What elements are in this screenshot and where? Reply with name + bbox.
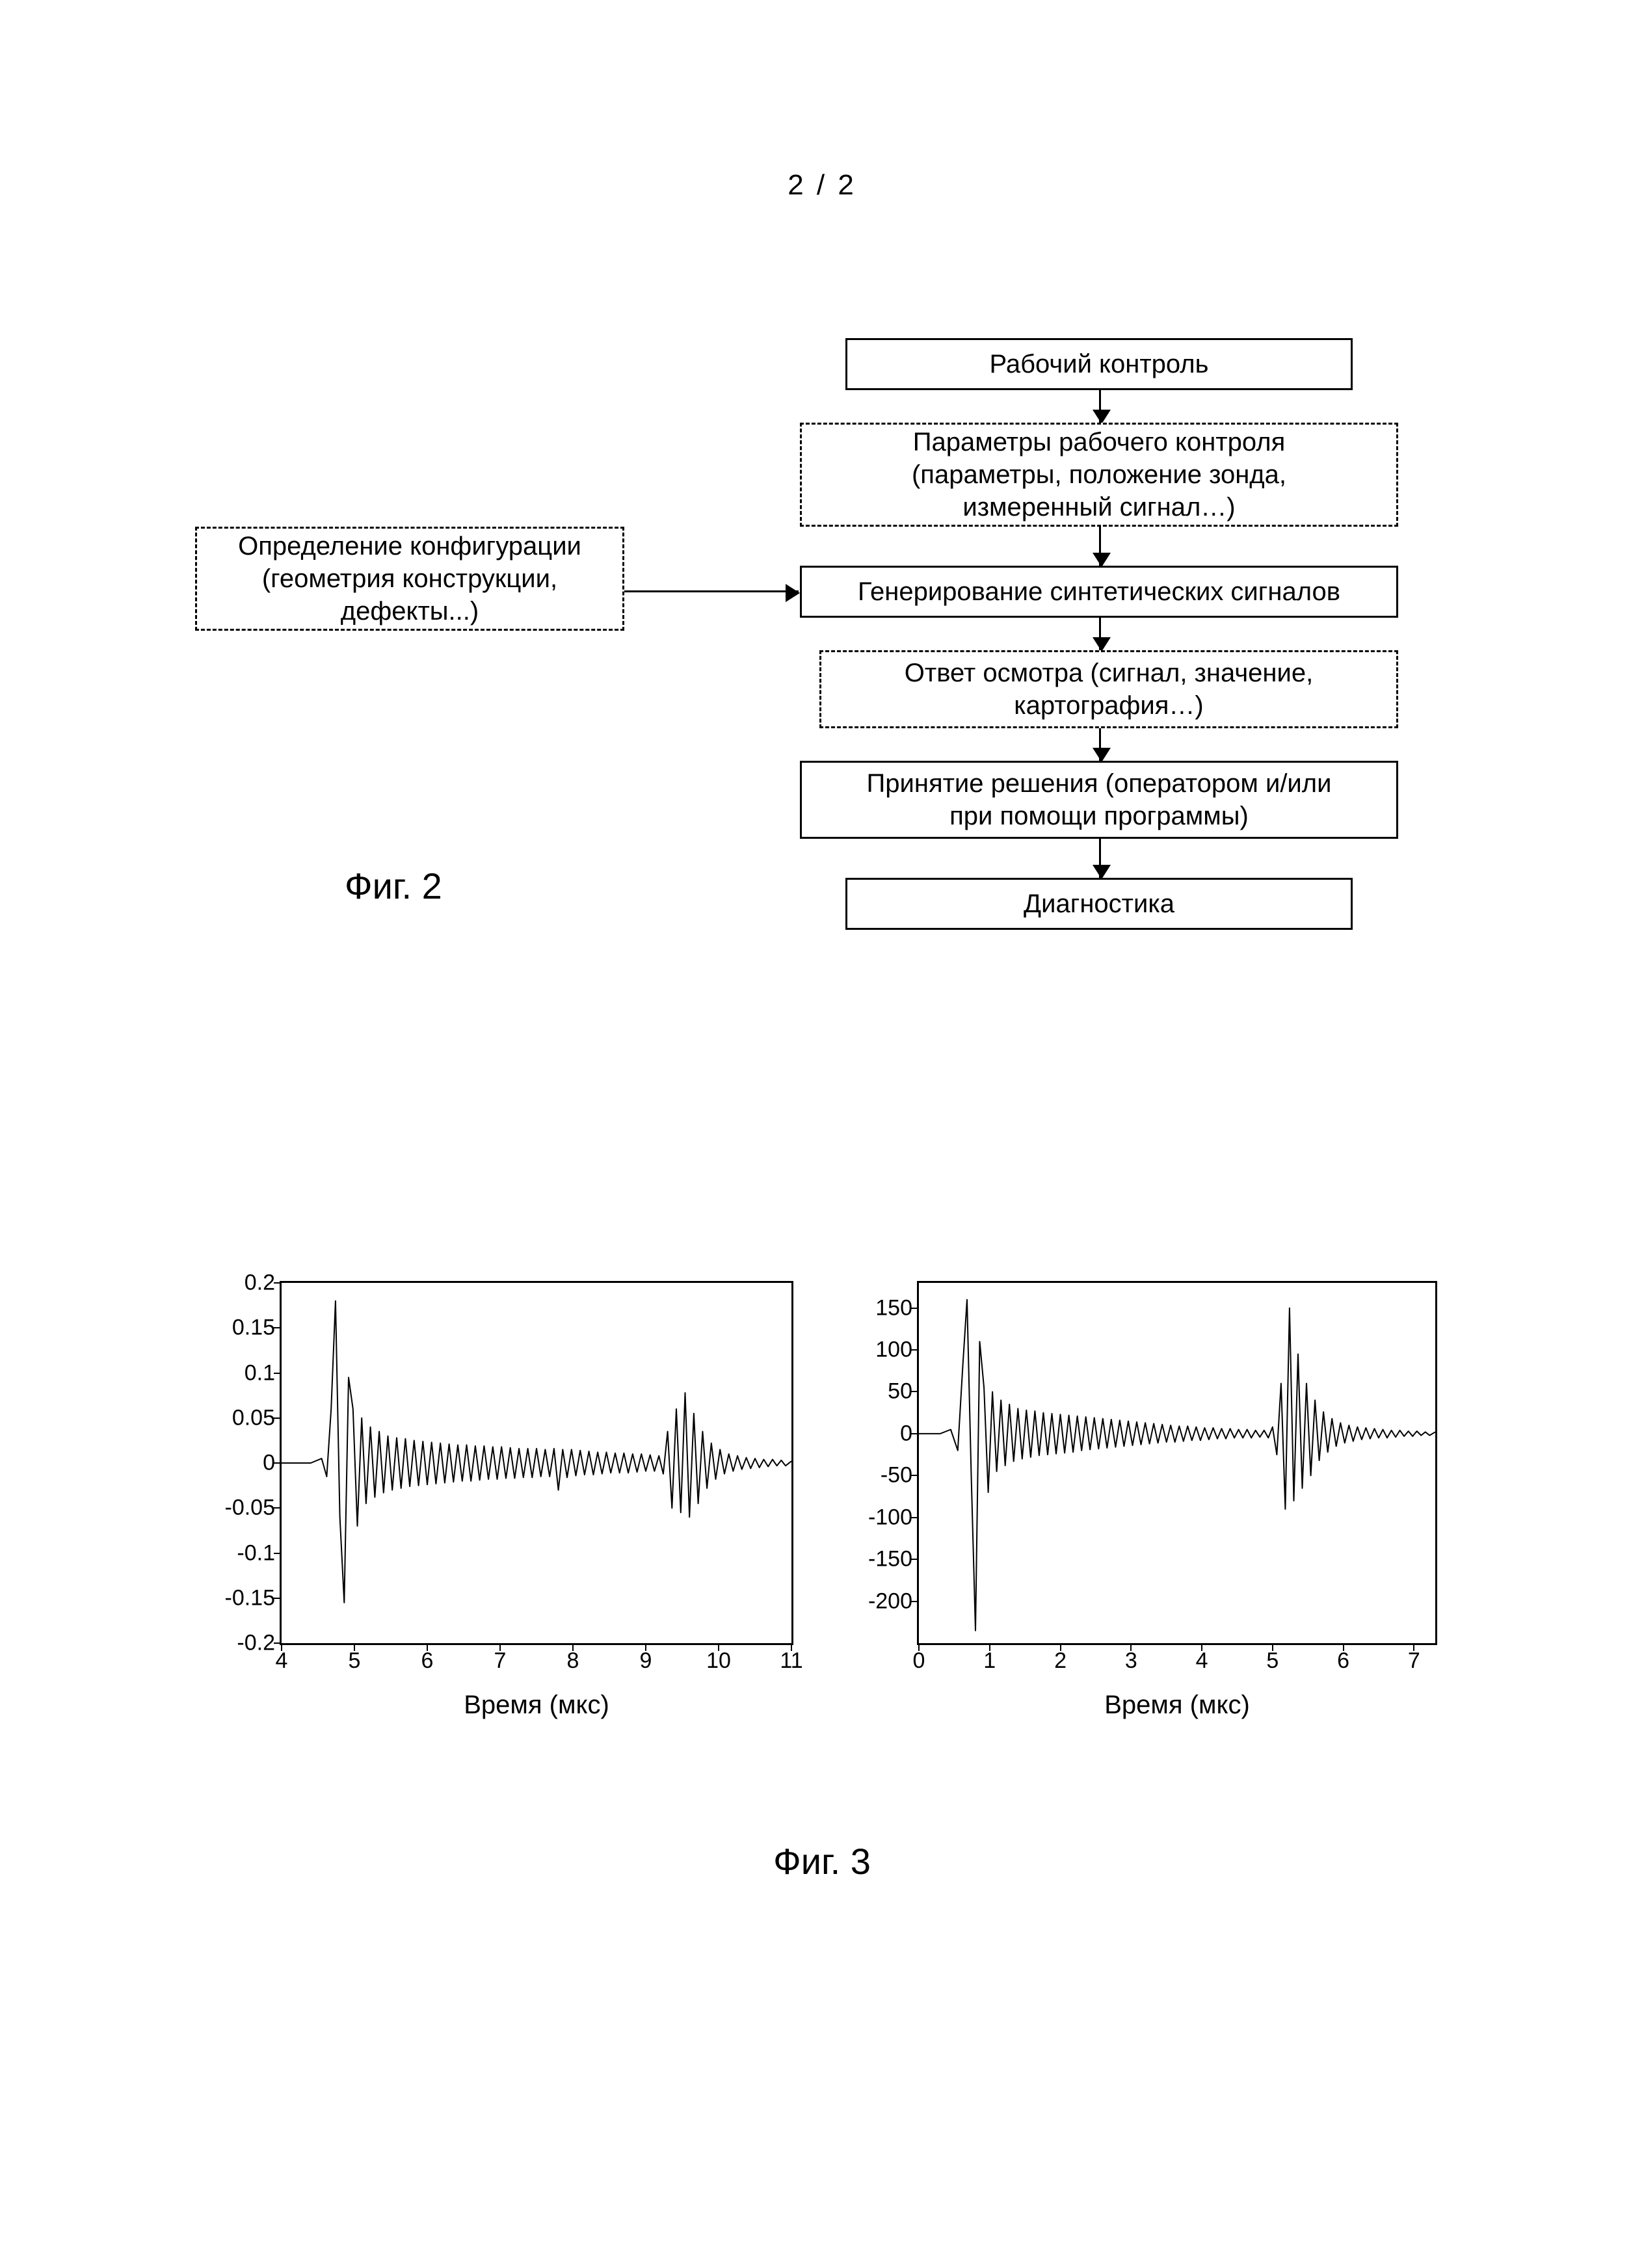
xtick-label: 0	[913, 1643, 925, 1674]
ytick-label: -0.05	[225, 1496, 282, 1521]
page: 2 / 2 Рабочий контроль Параметры рабочег…	[0, 0, 1644, 2268]
ytick-label: 100	[875, 1338, 919, 1363]
xtick-label: 5	[1266, 1643, 1279, 1674]
chart-right-xlabel: Время (мкс)	[1104, 1691, 1250, 1720]
flow-arrow	[1099, 618, 1101, 650]
xtick-label: 5	[349, 1643, 361, 1674]
ytick-label: 50	[888, 1379, 919, 1404]
flow-box-label: Принятие решения (оператором и/или при п…	[867, 767, 1332, 832]
chart-right-line	[919, 1283, 1435, 1643]
flow-box-config-definition: Определение конфигурации (геометрия конс…	[195, 527, 624, 631]
flow-box-decision: Принятие решения (оператором и/или при п…	[800, 761, 1398, 839]
ytick-label: 0.1	[245, 1360, 282, 1386]
xtick-label: 8	[567, 1643, 579, 1674]
flow-box-label: Рабочий контроль	[990, 348, 1209, 380]
flow-box-control-params: Параметры рабочего контроля (параметры, …	[800, 423, 1398, 527]
ytick-label: -0.15	[225, 1585, 282, 1611]
ytick-label: -150	[868, 1547, 919, 1572]
page-number: 2 / 2	[0, 169, 1644, 202]
ytick-label: -200	[868, 1589, 919, 1614]
flow-box-diagnostics: Диагностика	[845, 878, 1353, 930]
chart-left-xlabel: Время (мкс)	[464, 1691, 609, 1720]
xtick-label: 6	[421, 1643, 434, 1674]
fig3-label: Фиг. 3	[773, 1840, 871, 1882]
fig3-charts: -0.2-0.15-0.1-0.0500.050.10.150.24567891…	[195, 1274, 1444, 1808]
chart-left-axes: -0.2-0.15-0.1-0.0500.050.10.150.24567891…	[280, 1281, 793, 1645]
ytick-label: -50	[881, 1463, 919, 1488]
flow-box-label: Ответ осмотра (сигнал, значение, картогр…	[905, 657, 1313, 722]
flow-arrow	[1099, 839, 1101, 878]
xtick-label: 9	[640, 1643, 652, 1674]
xtick-label: 7	[494, 1643, 507, 1674]
flow-box-working-control: Рабочий контроль	[845, 338, 1353, 390]
flow-box-label: Определение конфигурации (геометрия конс…	[238, 530, 581, 627]
ytick-label: 0.15	[232, 1315, 282, 1341]
xtick-label: 6	[1337, 1643, 1349, 1674]
xtick-label: 2	[1054, 1643, 1067, 1674]
xtick-label: 4	[1196, 1643, 1208, 1674]
ytick-label: 0	[900, 1421, 919, 1446]
fig2-label: Фиг. 2	[345, 865, 442, 907]
flow-arrow	[1099, 390, 1101, 423]
chart-right-plot	[919, 1283, 1435, 1643]
ytick-label: 0.2	[245, 1271, 282, 1296]
flow-box-label: Диагностика	[1024, 888, 1174, 920]
chart-left: -0.2-0.15-0.1-0.0500.050.10.150.24567891…	[195, 1274, 800, 1730]
chart-right-axes: -200-150-100-5005010015001234567	[917, 1281, 1437, 1645]
flow-arrow	[624, 590, 799, 592]
flow-box-inspection-response: Ответ осмотра (сигнал, значение, картогр…	[819, 650, 1398, 728]
ytick-label: 0.05	[232, 1405, 282, 1431]
flow-arrow	[1099, 527, 1101, 566]
chart-left-plot	[282, 1283, 791, 1643]
xtick-label: 10	[706, 1643, 731, 1674]
xtick-label: 4	[276, 1643, 288, 1674]
ytick-label: 0	[263, 1451, 282, 1476]
ytick-label: -100	[868, 1505, 919, 1530]
flow-box-generate-signals: Генерирование синтетических сигналов	[800, 566, 1398, 618]
xtick-label: 7	[1408, 1643, 1420, 1674]
ytick-label: 150	[875, 1295, 919, 1321]
xtick-label: 11	[780, 1643, 802, 1674]
xtick-label: 1	[983, 1643, 996, 1674]
chart-right: -200-150-100-5005010015001234567 Время (…	[839, 1274, 1444, 1730]
ytick-label: -0.1	[237, 1540, 282, 1566]
chart-left-line	[282, 1283, 791, 1643]
xtick-label: 3	[1125, 1643, 1137, 1674]
fig2-flowchart: Рабочий контроль Параметры рабочего конт…	[195, 338, 1444, 1040]
flow-box-label: Параметры рабочего контроля (параметры, …	[912, 426, 1286, 523]
flow-arrow	[1099, 728, 1101, 761]
flow-box-label: Генерирование синтетических сигналов	[858, 575, 1340, 608]
